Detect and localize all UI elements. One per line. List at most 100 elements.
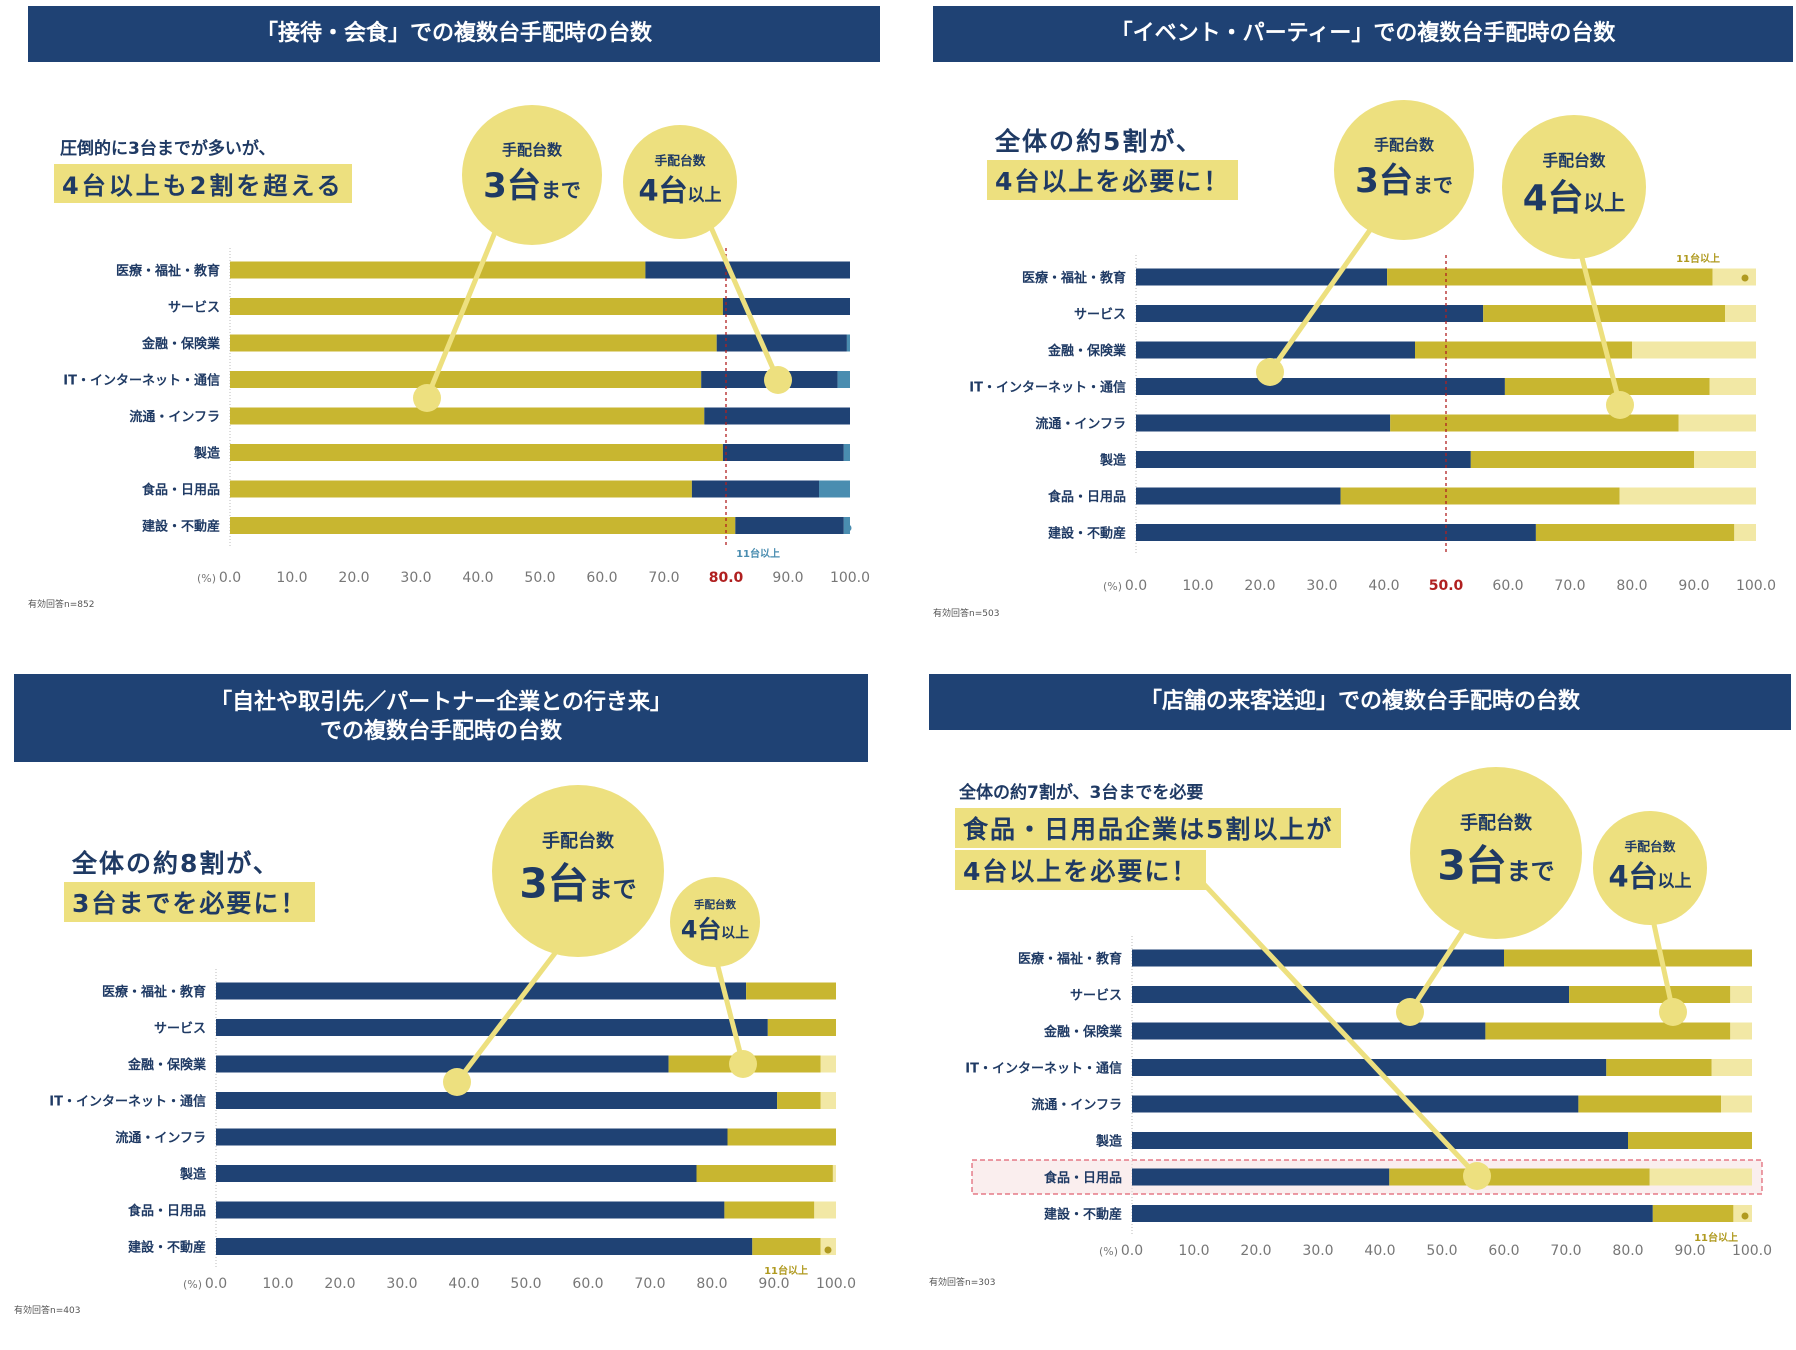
panel-entertainment: 「接待・会食」での複数台手配時の台数 圧倒的に3台までが多いが、 4台以上も2割…: [0, 0, 880, 660]
bar-segment: [1132, 1059, 1607, 1076]
bubble-value-number: 4台: [639, 174, 688, 208]
bar-segment: [216, 1128, 728, 1146]
x-tick-label: 40.0: [448, 1276, 479, 1292]
bar-segment: [777, 1092, 821, 1109]
bubble-value: 3台まで: [1437, 841, 1554, 889]
bubble-value: 3台まで: [1355, 161, 1453, 201]
x-tick-label: 60.0: [572, 1276, 603, 1292]
bubble-value-suffix: 以上: [721, 925, 749, 941]
x-tick-label: 20.0: [1240, 1243, 1271, 1259]
x-tick-label: 40.0: [1364, 1243, 1395, 1259]
category-label: 金融・保険業: [1047, 343, 1127, 359]
bubble-caption: 手配台数: [542, 830, 615, 852]
bar-segment: [1504, 949, 1752, 967]
bar-segment: [1628, 1132, 1752, 1149]
headline-highlight-2: 4台以上を必要に！: [987, 160, 1239, 200]
panel-title: 「イベント・パーティー」での複数台手配時の台数: [1110, 20, 1616, 46]
bar-segment: [1694, 451, 1756, 468]
category-label: 食品・日用品: [1044, 1170, 1122, 1186]
bar-segment: [820, 1092, 836, 1109]
category-label: 建設・不動産: [1044, 1207, 1122, 1223]
leader-line: [424, 219, 503, 399]
note-11-label: 11台以上: [1694, 1231, 1738, 1244]
category-label: 金融・保険業: [1043, 1024, 1123, 1040]
bubble-value: 4台以上: [681, 915, 749, 943]
sample-size-note: 有効回答n=303: [929, 1278, 996, 1288]
x-tick-label: 80.0: [696, 1276, 727, 1292]
headline-plain: 圧倒的に3台までが多いが、: [60, 139, 276, 159]
bubble-caption: 手配台数: [1374, 136, 1435, 154]
headline-highlight-2: 3台までを必要に！: [64, 882, 316, 922]
bubble-value-number: 3台: [483, 166, 541, 206]
bar-segment: [645, 261, 850, 279]
bar-segment: [1390, 414, 1679, 432]
x-tick-label: 80.0: [1616, 578, 1647, 594]
bar-segment: [832, 1165, 836, 1182]
category-label: IT・インターネット・通信: [49, 1094, 206, 1110]
bar-segment: [1619, 487, 1756, 505]
unit-label: (%): [1099, 1245, 1118, 1258]
headline-highlight-1: 全体の約8割が、: [72, 849, 280, 878]
x-tick-label: 10.0: [276, 570, 307, 586]
leader-line: [707, 223, 781, 382]
bubble-value-number: 4台: [1609, 860, 1658, 894]
bar-segment: [1730, 1022, 1752, 1040]
bar-segment: [1132, 1205, 1653, 1222]
x-tick-label: 10.0: [1178, 1243, 1209, 1259]
bar-segment: [1504, 378, 1710, 395]
bar-segment: [1649, 1168, 1752, 1186]
bar-segment: [230, 261, 646, 279]
x-tick-label: 30.0: [400, 570, 431, 586]
bar-segment: [819, 480, 850, 498]
panel-title-banner: 「接待・会食」での複数台手配時の台数: [28, 6, 880, 62]
bar-segment: [1387, 268, 1713, 286]
bubble-4plus: [623, 125, 737, 239]
bar-segment: [696, 1165, 833, 1182]
bar-segment: [1678, 414, 1756, 432]
category-label: 食品・日用品: [1048, 489, 1126, 505]
x-tick-label: 60.0: [586, 570, 617, 586]
x-tick-label: 0.0: [205, 1276, 227, 1292]
panel-title-banner: 「イベント・パーティー」での複数台手配時の台数: [933, 6, 1793, 62]
leader-dot: [1463, 1162, 1491, 1190]
bar-segment: [691, 480, 819, 498]
bar-segment: [1734, 524, 1756, 541]
note-11-dot: [1741, 274, 1749, 282]
x-tick-label: 0.0: [219, 570, 241, 586]
x-tick-label: 70.0: [634, 1276, 665, 1292]
bar-segment: [216, 1238, 753, 1255]
category-label: 金融・保険業: [141, 336, 221, 352]
panel-title: 「接待・会食」での複数台手配時の台数: [255, 20, 652, 46]
bubble-caption: 手配台数: [655, 153, 706, 169]
bar-segment: [1132, 1132, 1628, 1149]
note-11-dot: [844, 524, 852, 532]
panel-store-shuttle: 「店舗の来客送迎」での複数台手配時の台数 全体の約7割が、3台までを必要 食品・…: [905, 670, 1791, 1330]
category-label: サービス: [1074, 307, 1126, 323]
bubble-value-number: 3台: [1437, 841, 1506, 889]
category-label: IT・インターネット・通信: [969, 380, 1126, 396]
x-tick-label: 90.0: [758, 1276, 789, 1292]
bubble-value-suffix: まで: [1413, 173, 1453, 197]
bar-segment: [724, 1201, 815, 1219]
bubble-caption: 手配台数: [1543, 151, 1606, 170]
x-tick-label: 0.0: [1121, 1243, 1143, 1259]
bubble-value: 4台以上: [1609, 860, 1692, 894]
bar-segment: [1136, 487, 1341, 505]
bar-segment: [716, 334, 847, 352]
category-label: サービス: [154, 1021, 206, 1037]
category-label: 流通・インフラ: [1035, 416, 1126, 432]
x-tick-label: 80.0: [709, 570, 744, 586]
category-label: IT・インターネット・通信: [63, 373, 220, 389]
x-tick-label: 40.0: [1368, 578, 1399, 594]
bar-segment: [1340, 487, 1620, 505]
bar-segment: [846, 334, 850, 352]
bar-segment: [1709, 378, 1756, 395]
sample-size-note: 有効回答n=503: [933, 609, 1000, 619]
leader-dot: [443, 1068, 471, 1096]
bar-segment: [704, 407, 850, 425]
panel-title-banner: 「店舗の来客送迎」での複数台手配時の台数: [929, 674, 1791, 730]
note-11-label: 11台以上: [1676, 252, 1720, 265]
